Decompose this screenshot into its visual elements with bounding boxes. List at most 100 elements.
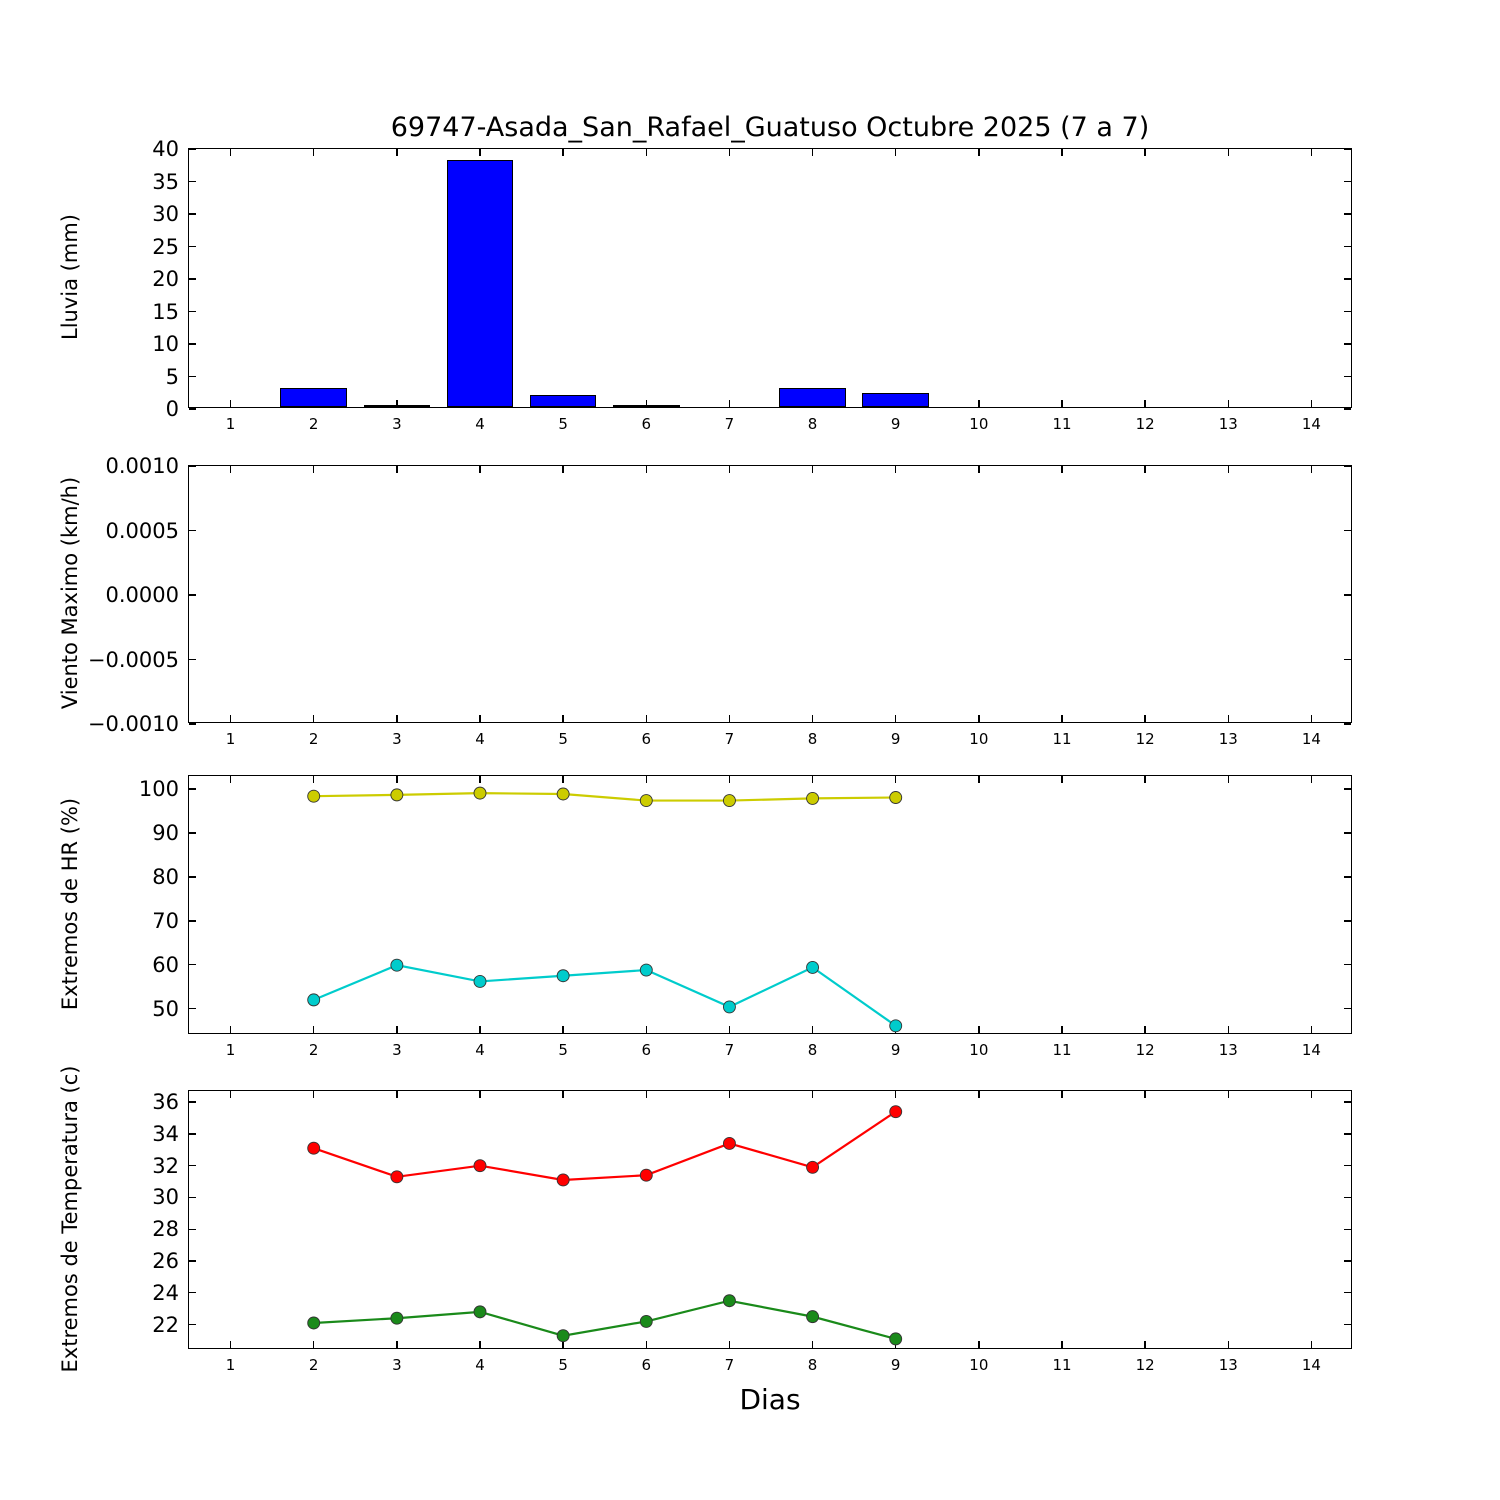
y-tick-mark — [189, 529, 196, 532]
data-point-marker — [473, 1305, 487, 1319]
bar — [529, 395, 597, 407]
y-tick-label: 50 — [152, 996, 179, 1021]
x-tick-label: 14 — [1301, 415, 1321, 433]
x-tick-mark — [1310, 1026, 1313, 1033]
data-point-marker — [556, 787, 570, 801]
x-tick-label: 3 — [392, 415, 402, 433]
x-tick-label: 3 — [392, 1356, 402, 1374]
x-tick-label: 5 — [558, 1041, 568, 1059]
x-axis-title: Dias — [739, 1383, 801, 1416]
x-tick-label: 13 — [1218, 1356, 1238, 1374]
y-tick-mark — [189, 148, 196, 150]
x-tick-mark — [229, 1026, 232, 1033]
x-tick-label: 6 — [641, 730, 652, 748]
x-tick-mark — [1144, 776, 1146, 783]
x-tick-label: 11 — [1052, 1041, 1072, 1059]
data-point-marker — [556, 969, 570, 983]
y-tick-label: −0.0005 — [87, 647, 179, 672]
panel-temperatura: 22 24 26 28 30 32 34 36 1 2 3 4 5 6 7 8 9 10 11 12 13 14 — [152, 1090, 1352, 1374]
y-tick-mark — [1344, 1164, 1351, 1167]
x-tick-label: 13 — [1218, 730, 1238, 748]
y-tick-mark — [1344, 1196, 1351, 1199]
x-tick-label: 3 — [392, 1041, 402, 1059]
x-tick-label: 8 — [807, 730, 818, 748]
x-tick-mark — [1061, 715, 1063, 722]
x-tick-mark — [1227, 466, 1229, 473]
bar — [280, 387, 347, 407]
y-tick-mark — [189, 1196, 196, 1199]
y-tick-mark — [189, 964, 196, 966]
y-tick-mark — [1344, 310, 1351, 313]
y-tick-label: 30 — [152, 202, 179, 226]
x-tick-label: 10 — [969, 1356, 989, 1374]
x-tick-label: 8 — [807, 1356, 818, 1374]
data-point-marker — [806, 960, 820, 974]
x-tick-label: 13 — [1218, 1041, 1238, 1059]
data-point-marker — [390, 788, 404, 802]
x-tick-mark — [728, 1091, 731, 1098]
x-tick-label: 6 — [641, 415, 652, 433]
data-point-marker — [639, 1314, 653, 1328]
data-point-marker — [307, 1141, 321, 1155]
y-tick-mark — [189, 1133, 196, 1135]
y-tick-label: −0.0010 — [87, 712, 179, 736]
y-tick-mark — [1344, 375, 1351, 378]
x-tick-mark — [978, 1341, 980, 1348]
data-point-marker — [889, 791, 903, 804]
y-tick-mark — [1344, 408, 1351, 410]
x-tick-label: 12 — [1135, 730, 1155, 748]
y-tick-label: 80 — [152, 864, 179, 889]
x-tick-mark — [1310, 149, 1313, 156]
x-tick-label: 1 — [225, 1041, 236, 1059]
x-tick-mark — [1227, 400, 1229, 407]
x-tick-mark — [479, 1341, 481, 1348]
data-point-marker — [806, 791, 820, 805]
series-line — [313, 964, 897, 1027]
x-tick-mark — [1061, 466, 1063, 473]
x-tick-mark — [396, 466, 398, 473]
x-tick-label: 2 — [308, 1356, 319, 1374]
x-tick-label: 1 — [225, 415, 236, 433]
x-tick-mark — [562, 1341, 564, 1348]
y-tick-label: 22 — [152, 1312, 179, 1337]
series-layer — [307, 1105, 903, 1346]
y-tick-label: 30 — [152, 1185, 179, 1210]
y-tick-mark — [189, 658, 196, 661]
x-tick-mark — [313, 1091, 315, 1098]
y-tick-mark — [1344, 876, 1351, 878]
y-tick-label: 0.0000 — [105, 583, 179, 607]
x-tick-mark — [396, 1026, 398, 1033]
panel-hr: 50 60 70 80 90 100 1 2 3 4 5 6 7 8 9 10 11 12 13 14 — [139, 775, 1352, 1059]
y-tick-mark — [189, 310, 196, 313]
x-tick-label: 11 — [1052, 1356, 1072, 1374]
series-line — [313, 1299, 896, 1340]
y-tick-mark — [189, 1292, 196, 1294]
y-tick-mark — [1344, 529, 1351, 532]
x-tick-mark — [479, 776, 481, 783]
y-tick-mark — [189, 343, 196, 345]
x-tick-mark — [1144, 149, 1146, 156]
y-tick-mark — [1344, 180, 1351, 183]
data-point-marker — [307, 993, 321, 1007]
data-point-marker — [889, 1019, 903, 1033]
x-tick-mark — [811, 1341, 814, 1348]
x-tick-mark — [1310, 400, 1313, 407]
x-tick-mark — [1227, 715, 1229, 722]
x-tick-mark — [1227, 1341, 1229, 1348]
x-tick-mark — [313, 776, 315, 783]
data-point-marker — [473, 974, 487, 988]
panel-viento: −0.0010 −0.0005 0.0000 0.0005 0.0010 1 2 3 4 5 6 7 8… — [88, 454, 1352, 748]
x-tick-label: 3 — [392, 730, 402, 748]
y-tick-label: 100 — [138, 777, 179, 802]
y-tick-label: 26 — [152, 1249, 179, 1274]
x-tick-label: 11 — [1052, 730, 1072, 748]
x-tick-mark — [229, 466, 232, 473]
x-tick-mark — [645, 1341, 647, 1348]
x-tick-mark — [645, 715, 647, 722]
x-tick-mark — [479, 1091, 481, 1098]
bar — [446, 160, 514, 407]
panel-temperatura-ylabel: Extremos de Temperatura (c) — [58, 1065, 82, 1372]
x-tick-mark — [728, 715, 731, 722]
data-point-marker — [473, 1159, 487, 1173]
data-point-marker — [806, 1160, 820, 1174]
